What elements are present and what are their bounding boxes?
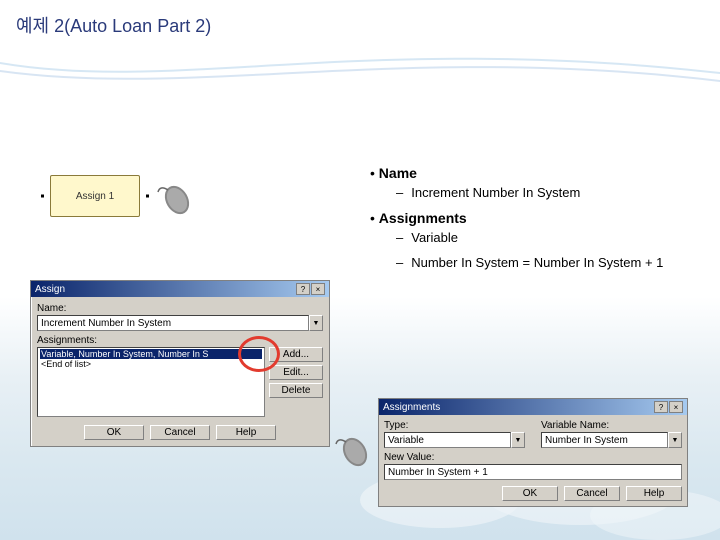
page-title: 예제 2(Auto Loan Part 2) [16, 12, 704, 38]
dropdown-icon[interactable]: ▼ [309, 315, 323, 331]
type-select[interactable] [384, 432, 511, 448]
dropdown-icon[interactable]: ▼ [668, 432, 682, 448]
help-titlebar-button[interactable]: ? [654, 401, 668, 413]
name-input[interactable] [37, 315, 309, 331]
assignments-field-label: Assignments: [37, 335, 323, 346]
list-item[interactable]: Variable, Number In System, Number In S [40, 349, 262, 359]
dialog-title: Assignments [383, 402, 440, 413]
edit-button[interactable]: Edit... [269, 365, 323, 380]
list-item[interactable]: <End of list> [40, 359, 262, 369]
ok-button[interactable]: OK [84, 425, 144, 440]
name-value-text: Increment Number In System [411, 185, 580, 200]
assignments-dialog: Assignments ? × Type: ▼ Variable Name: ▼ [378, 398, 688, 507]
assign-item-1: Variable [411, 230, 458, 245]
bullet-dot: • [370, 165, 379, 181]
help-titlebar-button[interactable]: ? [296, 283, 310, 295]
header-wave [0, 42, 720, 102]
dialog-title: Assign [35, 284, 65, 295]
cancel-button[interactable]: Cancel [564, 486, 620, 501]
dash-icon: – [396, 230, 403, 245]
add-button[interactable]: Add... [269, 347, 323, 362]
dropdown-icon[interactable]: ▼ [511, 432, 525, 448]
type-field-label: Type: [384, 420, 525, 431]
assign-dialog: Assign ? × Name: ▼ Assignments: Variable… [30, 280, 330, 447]
bullet-section: • Name –Increment Number In System • Ass… [370, 165, 700, 280]
module-label: Assign 1 [76, 191, 114, 202]
variable-name-select[interactable] [541, 432, 668, 448]
bullet-dot: • [370, 210, 379, 226]
ok-button[interactable]: OK [502, 486, 558, 501]
assignments-heading: Assignments [379, 210, 467, 226]
delete-button[interactable]: Delete [269, 383, 323, 398]
name-heading: Name [379, 165, 417, 181]
mouse-icon [333, 432, 373, 472]
help-button[interactable]: Help [626, 486, 682, 501]
dash-icon: – [396, 185, 403, 200]
dialog-titlebar[interactable]: Assignments ? × [379, 399, 687, 415]
assign-module-block[interactable]: Assign 1 [50, 175, 140, 217]
new-value-input[interactable] [384, 464, 682, 480]
assign-item-2: Number In System = Number In System + 1 [411, 255, 663, 270]
help-button[interactable]: Help [216, 425, 276, 440]
close-titlebar-button[interactable]: × [669, 401, 683, 413]
mouse-icon [155, 180, 195, 220]
dialog-titlebar[interactable]: Assign ? × [31, 281, 329, 297]
dash-icon: – [396, 255, 403, 270]
cancel-button[interactable]: Cancel [150, 425, 210, 440]
name-field-label: Name: [37, 303, 323, 314]
variable-name-label: Variable Name: [541, 420, 682, 431]
assignments-listbox[interactable]: Variable, Number In System, Number In S … [37, 347, 265, 417]
close-titlebar-button[interactable]: × [311, 283, 325, 295]
new-value-label: New Value: [384, 452, 682, 463]
